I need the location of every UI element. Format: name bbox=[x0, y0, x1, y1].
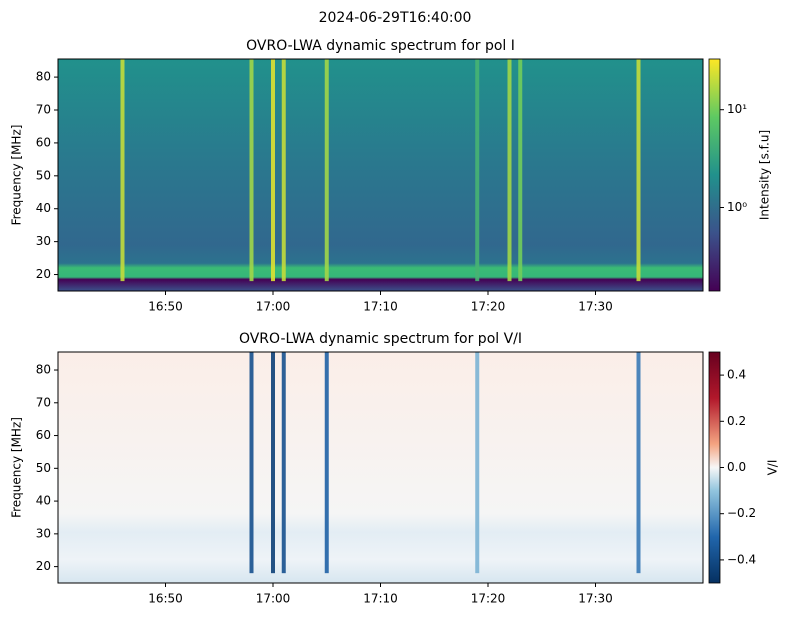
heatmap-background bbox=[58, 59, 703, 291]
y-axis-label: Frequency [MHz] bbox=[10, 417, 24, 518]
y-tick-label: 50 bbox=[36, 168, 51, 182]
colorbar-tick-label: 0.0 bbox=[727, 460, 746, 474]
x-tick-label: 16:50 bbox=[148, 592, 183, 606]
y-tick-label: 40 bbox=[36, 201, 51, 215]
colorbar-tick-label: 0.2 bbox=[727, 414, 746, 428]
colorbar-tick-label: 10⁰ bbox=[727, 200, 747, 214]
burst bbox=[518, 59, 523, 282]
colorbar-tick-label: −0.2 bbox=[727, 506, 756, 520]
burst bbox=[324, 59, 329, 282]
panel-title: OVRO-LWA dynamic spectrum for pol V/I bbox=[239, 331, 522, 347]
x-tick-label: 17:30 bbox=[578, 300, 613, 314]
x-tick-label: 17:10 bbox=[363, 592, 398, 606]
colorbar-tick-label: −0.4 bbox=[727, 552, 756, 566]
x-tick-label: 17:20 bbox=[471, 300, 506, 314]
colorbar bbox=[708, 351, 721, 584]
burst bbox=[324, 352, 329, 574]
y-tick-label: 70 bbox=[36, 103, 51, 117]
burst bbox=[475, 59, 480, 282]
burst bbox=[475, 352, 480, 574]
burst bbox=[249, 352, 254, 574]
y-tick-label: 20 bbox=[36, 267, 51, 281]
x-tick-label: 16:50 bbox=[148, 300, 183, 314]
y-tick-label: 60 bbox=[36, 428, 51, 442]
burst bbox=[271, 352, 275, 574]
burst bbox=[281, 59, 286, 282]
burst bbox=[636, 352, 641, 574]
y-tick-label: 40 bbox=[36, 494, 51, 508]
burst bbox=[120, 59, 125, 282]
burst bbox=[249, 59, 254, 282]
x-tick-label: 17:10 bbox=[363, 300, 398, 314]
colorbar-label: V/I bbox=[766, 460, 780, 476]
x-tick-label: 17:00 bbox=[256, 592, 291, 606]
burst bbox=[636, 59, 641, 282]
burst bbox=[507, 59, 512, 282]
colorbar bbox=[708, 58, 721, 292]
colorbar-tick-label: 0.4 bbox=[727, 368, 746, 382]
x-tick-label: 17:30 bbox=[578, 592, 613, 606]
y-axis-label: Frequency [MHz] bbox=[10, 125, 24, 226]
y-tick-label: 60 bbox=[36, 135, 51, 149]
y-tick-label: 20 bbox=[36, 559, 51, 573]
x-tick-label: 17:00 bbox=[256, 300, 291, 314]
x-tick-label: 17:20 bbox=[471, 592, 506, 606]
y-tick-label: 80 bbox=[36, 70, 51, 84]
y-tick-label: 50 bbox=[36, 461, 51, 475]
figure-title: 2024-06-29T16:40:00 bbox=[319, 10, 472, 26]
heatmap-background bbox=[58, 352, 703, 583]
y-tick-label: 80 bbox=[36, 363, 51, 377]
colorbar-tick-label: 10¹ bbox=[727, 102, 747, 116]
burst bbox=[281, 352, 286, 574]
y-tick-label: 30 bbox=[36, 526, 51, 540]
burst bbox=[271, 59, 275, 282]
y-tick-label: 70 bbox=[36, 395, 51, 409]
y-tick-label: 30 bbox=[36, 234, 51, 248]
panel-title: OVRO-LWA dynamic spectrum for pol I bbox=[246, 38, 515, 54]
colorbar-label: Intensity [s.f.u] bbox=[758, 130, 772, 220]
